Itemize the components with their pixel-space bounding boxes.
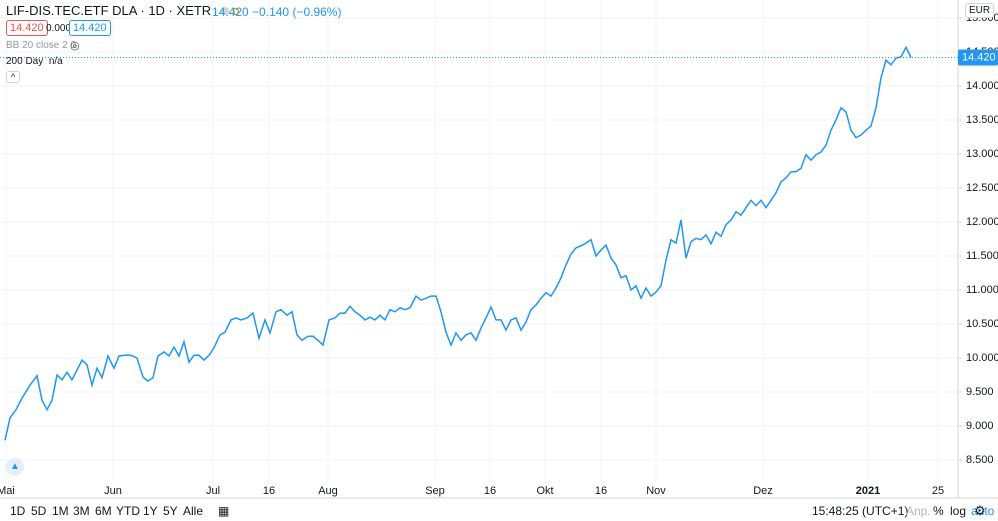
x-tick-label: 25	[932, 485, 944, 497]
x-tick-label: Okt	[536, 485, 553, 497]
last-price-tag	[958, 49, 998, 66]
x-tick-label: Jul	[206, 485, 220, 497]
change-pct: (−0.96%)	[292, 5, 342, 19]
y-tick-label: 14.000	[966, 80, 998, 92]
y-tick-label: 8.500	[966, 454, 994, 466]
x-tick-label: Aug	[318, 485, 338, 497]
toolbar-button[interactable]: auto	[971, 504, 995, 518]
buy-box[interactable]: 14.420	[69, 20, 111, 36]
toolbar-button[interactable]: 1Y	[143, 504, 158, 518]
price-line	[4, 45, 912, 441]
y-tick-label: 10.000	[966, 352, 998, 364]
grid	[0, 0, 958, 483]
delay-badge: D	[232, 7, 240, 18]
settings[interactable]: ⚙	[974, 503, 986, 518]
spread: 0.000	[46, 23, 72, 34]
eye-icon[interactable]: ◎	[70, 40, 80, 52]
quote: 14.420 −0.140 (−0.96%)	[212, 5, 341, 19]
ma-name: 200 Day	[6, 56, 44, 67]
sell-box[interactable]: 14.420	[6, 20, 48, 36]
toolbar-button[interactable]: YTD	[116, 504, 140, 518]
status-dot	[220, 7, 229, 15]
toolbar-button[interactable]: %	[933, 504, 944, 518]
toolbar-button[interactable]: 1D	[10, 504, 26, 518]
exchange: XETR	[176, 3, 212, 18]
y-tick-label: 9.500	[966, 386, 994, 398]
x-tick-label: 16	[263, 485, 275, 497]
x-tick-label: Jun	[104, 485, 122, 497]
ma-value: n/a	[48, 56, 63, 67]
y-tick-label: 13.000	[966, 148, 998, 160]
y-tick-label: 10.500	[966, 318, 998, 330]
last: 14.420	[212, 5, 249, 19]
x-tick-label: 16	[484, 485, 496, 497]
y-tick-label: 9.000	[966, 420, 994, 432]
y-tick-label: 11.500	[966, 250, 998, 262]
toolbar-button[interactable]: 3M	[73, 504, 90, 518]
x-tick-label: Mai	[0, 485, 15, 497]
x-tick-label: 16	[595, 485, 607, 497]
last-price-label: 14.420	[962, 51, 996, 63]
clock: 15:48:25 (UTC+1)	[812, 504, 909, 518]
toolbar-button[interactable]: 1M	[52, 504, 69, 518]
indicator-ma: 200 Day n/a	[6, 56, 63, 67]
toolbar-button[interactable]: Alle	[183, 504, 204, 518]
indicator-bb: BB 20 close 2 0	[6, 40, 77, 51]
y-tick-label: 11.000	[966, 284, 998, 296]
logo[interactable]: ▲	[6, 458, 24, 476]
x-tick-label: 2021	[856, 485, 880, 497]
symbol: LIF-DIS.TEC.ETF DLA	[6, 3, 137, 18]
change: −0.140	[252, 5, 290, 19]
currency[interactable]: EUR	[965, 3, 995, 18]
x-tick-label: Dez	[753, 485, 773, 497]
toolbar-button[interactable]: 5D	[31, 504, 47, 518]
toolbar-button[interactable]: log	[950, 504, 967, 518]
y-tick-label: 12.500	[966, 182, 998, 194]
symbol-line: LIF-DIS.TEC.ETF DLA · 1D · XETR D	[6, 3, 240, 18]
y-tick-label: 13.500	[966, 114, 998, 126]
y-tick-label: 12.000	[966, 216, 998, 228]
interval[interactable]: 1D	[148, 3, 165, 18]
toolbar-button[interactable]: 5Y	[163, 504, 178, 518]
x-tick-label: Sep	[425, 485, 445, 497]
toolbar-button[interactable]: Anp.	[906, 504, 931, 518]
calendar-icon[interactable]: ▦	[218, 504, 230, 518]
collapse-button[interactable]: ^	[6, 71, 21, 83]
toolbar-button[interactable]: 6M	[95, 504, 112, 518]
x-tick-label: Nov	[646, 485, 666, 497]
